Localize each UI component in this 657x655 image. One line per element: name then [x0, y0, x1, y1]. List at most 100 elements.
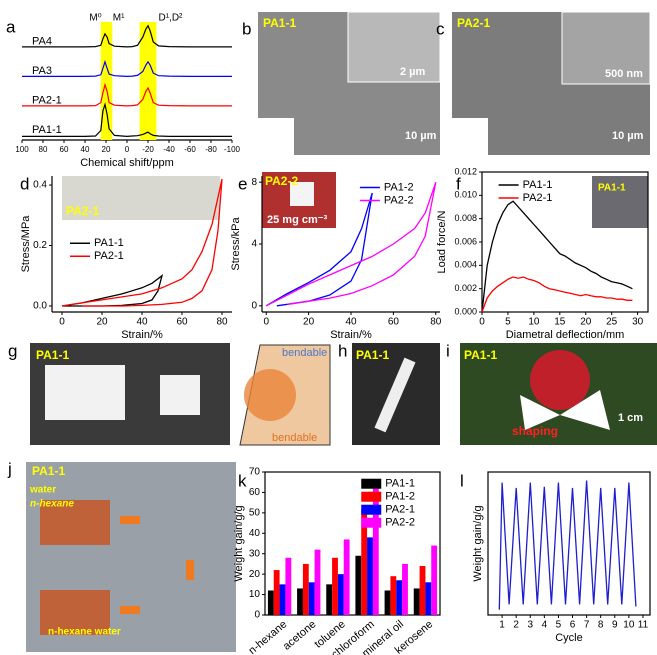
scale-bar: 10 µm	[612, 130, 644, 142]
y-axis-label: Load force/N	[436, 210, 448, 273]
y-axis-label: Weight gain/g/g	[472, 505, 484, 581]
legend-label: PA2-1	[523, 192, 553, 204]
y-tick-label: 8	[251, 177, 257, 188]
x-axis-label: Strain/%	[121, 329, 163, 341]
bar	[385, 590, 391, 615]
bar	[338, 574, 344, 615]
x-tick-label: 80	[430, 317, 442, 328]
x-tick-label: 4	[542, 620, 548, 631]
photo-label: PA1-1	[263, 16, 296, 30]
data-line	[499, 481, 636, 610]
x-tick-label: 20	[303, 317, 315, 328]
x-tick-label: 1	[499, 620, 505, 631]
legend-label: PA1-1	[385, 478, 415, 490]
legend-label: PA2-2	[385, 517, 415, 529]
x-tick-label: 40	[81, 145, 90, 154]
legend-label: PA2-1	[385, 504, 415, 516]
bar	[402, 564, 408, 615]
y-tick-label: 0.006	[454, 236, 477, 246]
aerogel	[160, 375, 200, 415]
x-tick-label: 60	[388, 317, 400, 328]
y-tick-label: 0.4	[33, 180, 47, 191]
y-tick-label: 0.010	[454, 190, 477, 200]
bar	[332, 558, 338, 615]
x-tick-label: 25	[606, 317, 618, 328]
y-tick-label: 70	[249, 467, 261, 478]
x-axis-label: Chemical shift/ppm	[80, 157, 174, 169]
sem-inset	[348, 12, 440, 82]
y-tick-label: 0.008	[454, 213, 477, 223]
x-tick-label: 20	[102, 145, 111, 154]
panel-label: l	[460, 471, 464, 490]
photo-label: PA1-1	[356, 348, 389, 362]
scale-bar: 1 cm	[618, 412, 643, 424]
page: b PA1-1 2 µm 10 µm c PA2-1 500 nm 10 µm …	[0, 0, 657, 655]
x-tick-label: 0	[125, 145, 130, 154]
y-tick-label: 0	[251, 300, 257, 311]
flower	[530, 350, 590, 410]
x-tick-label: 6	[570, 620, 576, 631]
series-label: PA4	[32, 35, 52, 47]
peak-annotation: D¹,D²	[159, 13, 184, 24]
x-tick-label: 2	[513, 620, 519, 631]
y-tick-label: 0	[254, 610, 260, 621]
x-tick-label: 60	[60, 145, 69, 154]
scale-bar: 500 nm	[605, 68, 643, 80]
photo-label: PA1-1	[36, 348, 69, 362]
y-tick-label: 30	[249, 548, 261, 559]
bar	[297, 588, 303, 615]
x-tick-label: 9	[612, 620, 618, 631]
x-tick-label: 10	[623, 620, 635, 631]
spectrum-line	[22, 26, 232, 47]
y-tick-label: 0.004	[454, 260, 477, 270]
spectrum-line	[22, 62, 232, 77]
data-line	[62, 276, 162, 306]
legend-swatch	[361, 505, 381, 515]
bar	[326, 584, 332, 615]
inset-label: PA2-2	[265, 174, 298, 188]
series-label: PA2-1	[32, 94, 62, 106]
x-tick-label: 5	[505, 317, 511, 328]
bar	[285, 558, 291, 615]
x-tick-label: 10	[528, 317, 540, 328]
x-tick-label: -20	[142, 145, 154, 154]
contact-angle	[452, 118, 488, 155]
annotation: water	[29, 485, 56, 496]
x-tick-label: 3	[527, 620, 533, 631]
bar	[274, 570, 280, 615]
legend-label: PA1-1	[523, 179, 553, 191]
panel-label: c	[436, 19, 445, 38]
bar	[303, 564, 309, 615]
x-tick-label: 80	[39, 145, 48, 154]
x-tick-label: -100	[224, 145, 241, 154]
legend-label: PA2-2	[384, 194, 414, 206]
y-tick-label: 0.000	[454, 306, 477, 316]
x-tick-label: 80	[216, 317, 228, 328]
x-tick-label: 20	[580, 317, 592, 328]
bar	[431, 546, 437, 615]
legend-label: PA1-2	[384, 181, 414, 193]
x-axis-label: Diametral deflection/mm	[506, 329, 625, 341]
annotation: shaping	[512, 424, 558, 438]
annotation: n-hexane	[30, 499, 74, 510]
series-label: PA3	[32, 65, 52, 77]
x-tick-label: 0	[263, 317, 269, 328]
y-tick-label: 20	[249, 569, 261, 580]
particles	[244, 369, 296, 421]
x-tick-label: 60	[176, 317, 188, 328]
legend-swatch	[361, 492, 381, 502]
y-tick-label: 0.2	[33, 240, 47, 251]
y-tick-label: 50	[249, 507, 261, 518]
inset-label: 25 mg cm⁻³	[267, 214, 328, 226]
legend-label: PA1-1	[94, 237, 124, 249]
y-tick-label: 4	[251, 239, 257, 250]
figure: b PA1-1 2 µm 10 µm c PA2-1 500 nm 10 µm …	[0, 0, 657, 655]
panel-label: b	[242, 19, 251, 38]
bar	[344, 539, 350, 615]
bar	[425, 582, 431, 615]
y-tick-label: 40	[249, 528, 261, 539]
x-tick-label: n-hexane	[247, 618, 290, 655]
panel-label: g	[8, 341, 17, 360]
peak-annotation: M¹	[113, 13, 125, 24]
bar	[414, 588, 420, 615]
